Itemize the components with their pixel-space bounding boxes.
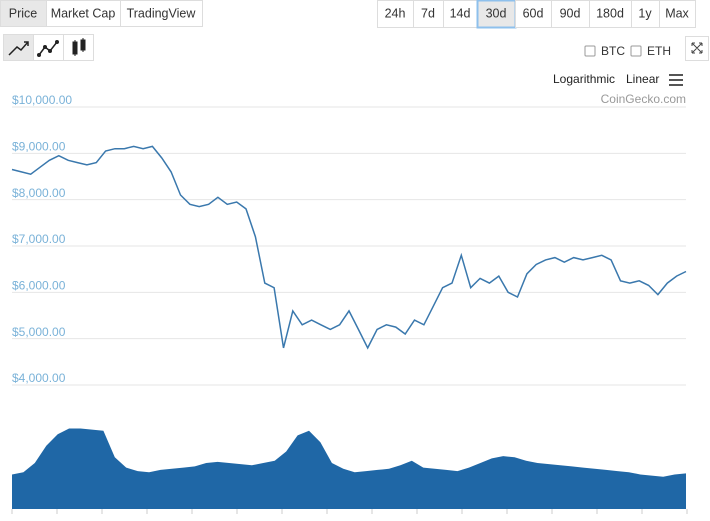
- price-line: [11, 145, 687, 350]
- range-bg: [589, 0, 632, 28]
- range-label: 14d: [450, 6, 471, 20]
- tab-bg: [0, 0, 47, 27]
- y-tick-label: $4,000.00: [12, 371, 66, 385]
- checkbox-label: BTC: [601, 44, 625, 58]
- chart-type-button[interactable]: [63, 34, 94, 61]
- icon: [38, 41, 58, 56]
- range-button[interactable]: 180d: [589, 0, 632, 28]
- range-label: 60d: [523, 6, 544, 20]
- range-button[interactable]: Max: [659, 0, 696, 28]
- icon: [8, 41, 29, 56]
- tab-label: TradingView: [127, 6, 197, 20]
- range-bg: [551, 0, 590, 28]
- tab[interactable]: TradingView: [120, 0, 203, 27]
- range-label: 30d: [486, 6, 507, 20]
- y-tick-label: $6,000.00: [12, 279, 66, 293]
- checkbox[interactable]: [630, 45, 642, 57]
- tab-bg: [120, 0, 203, 27]
- range-bg: [413, 0, 444, 28]
- icon: [72, 38, 86, 56]
- menu-icon: [669, 74, 683, 86]
- range-button[interactable]: 7d: [413, 0, 444, 28]
- tab[interactable]: Market Cap: [46, 0, 121, 27]
- range-label: 24h: [385, 6, 406, 20]
- y-tick-label: $7,000.00: [12, 232, 66, 246]
- range-button[interactable]: 1y: [631, 0, 660, 28]
- icon: [48, 49, 52, 53]
- range-button[interactable]: 60d: [515, 0, 552, 28]
- tab-label: Market Cap: [51, 6, 116, 20]
- range-bg: [443, 0, 478, 28]
- checkbox[interactable]: [584, 45, 596, 57]
- icon: [691, 42, 703, 54]
- range-button[interactable]: 24h: [377, 0, 414, 28]
- icon: [43, 45, 47, 49]
- y-tick-label: $9,000.00: [12, 140, 66, 154]
- range-label: 7d: [421, 6, 435, 20]
- tab-label: Price: [9, 6, 38, 20]
- volume-area: [12, 428, 686, 509]
- range-bg: [659, 0, 696, 28]
- credit: CoinGecko.com: [601, 92, 686, 106]
- tab[interactable]: Price: [0, 0, 47, 27]
- icon: [37, 53, 41, 57]
- range-label: Max: [665, 6, 689, 20]
- y-tick-label: $10,000.00: [12, 93, 72, 107]
- y-tick-label: $5,000.00: [12, 325, 66, 339]
- scale-option[interactable]: Linear: [626, 72, 659, 86]
- range-label: 90d: [560, 6, 581, 20]
- y-tick-label: $8,000.00: [12, 186, 66, 200]
- range-label: 180d: [596, 6, 624, 20]
- range-button[interactable]: 14d: [443, 0, 478, 28]
- checkbox-label: ETH: [647, 44, 671, 58]
- icon: [55, 40, 59, 44]
- range-label: 1y: [638, 6, 652, 20]
- range-bg: [515, 0, 552, 28]
- range-button[interactable]: 30d: [476, 0, 517, 29]
- tab-bg: [46, 0, 121, 27]
- range-button[interactable]: 90d: [551, 0, 590, 28]
- scale-option[interactable]: Logarithmic: [553, 72, 615, 86]
- icon-bg: [63, 34, 94, 61]
